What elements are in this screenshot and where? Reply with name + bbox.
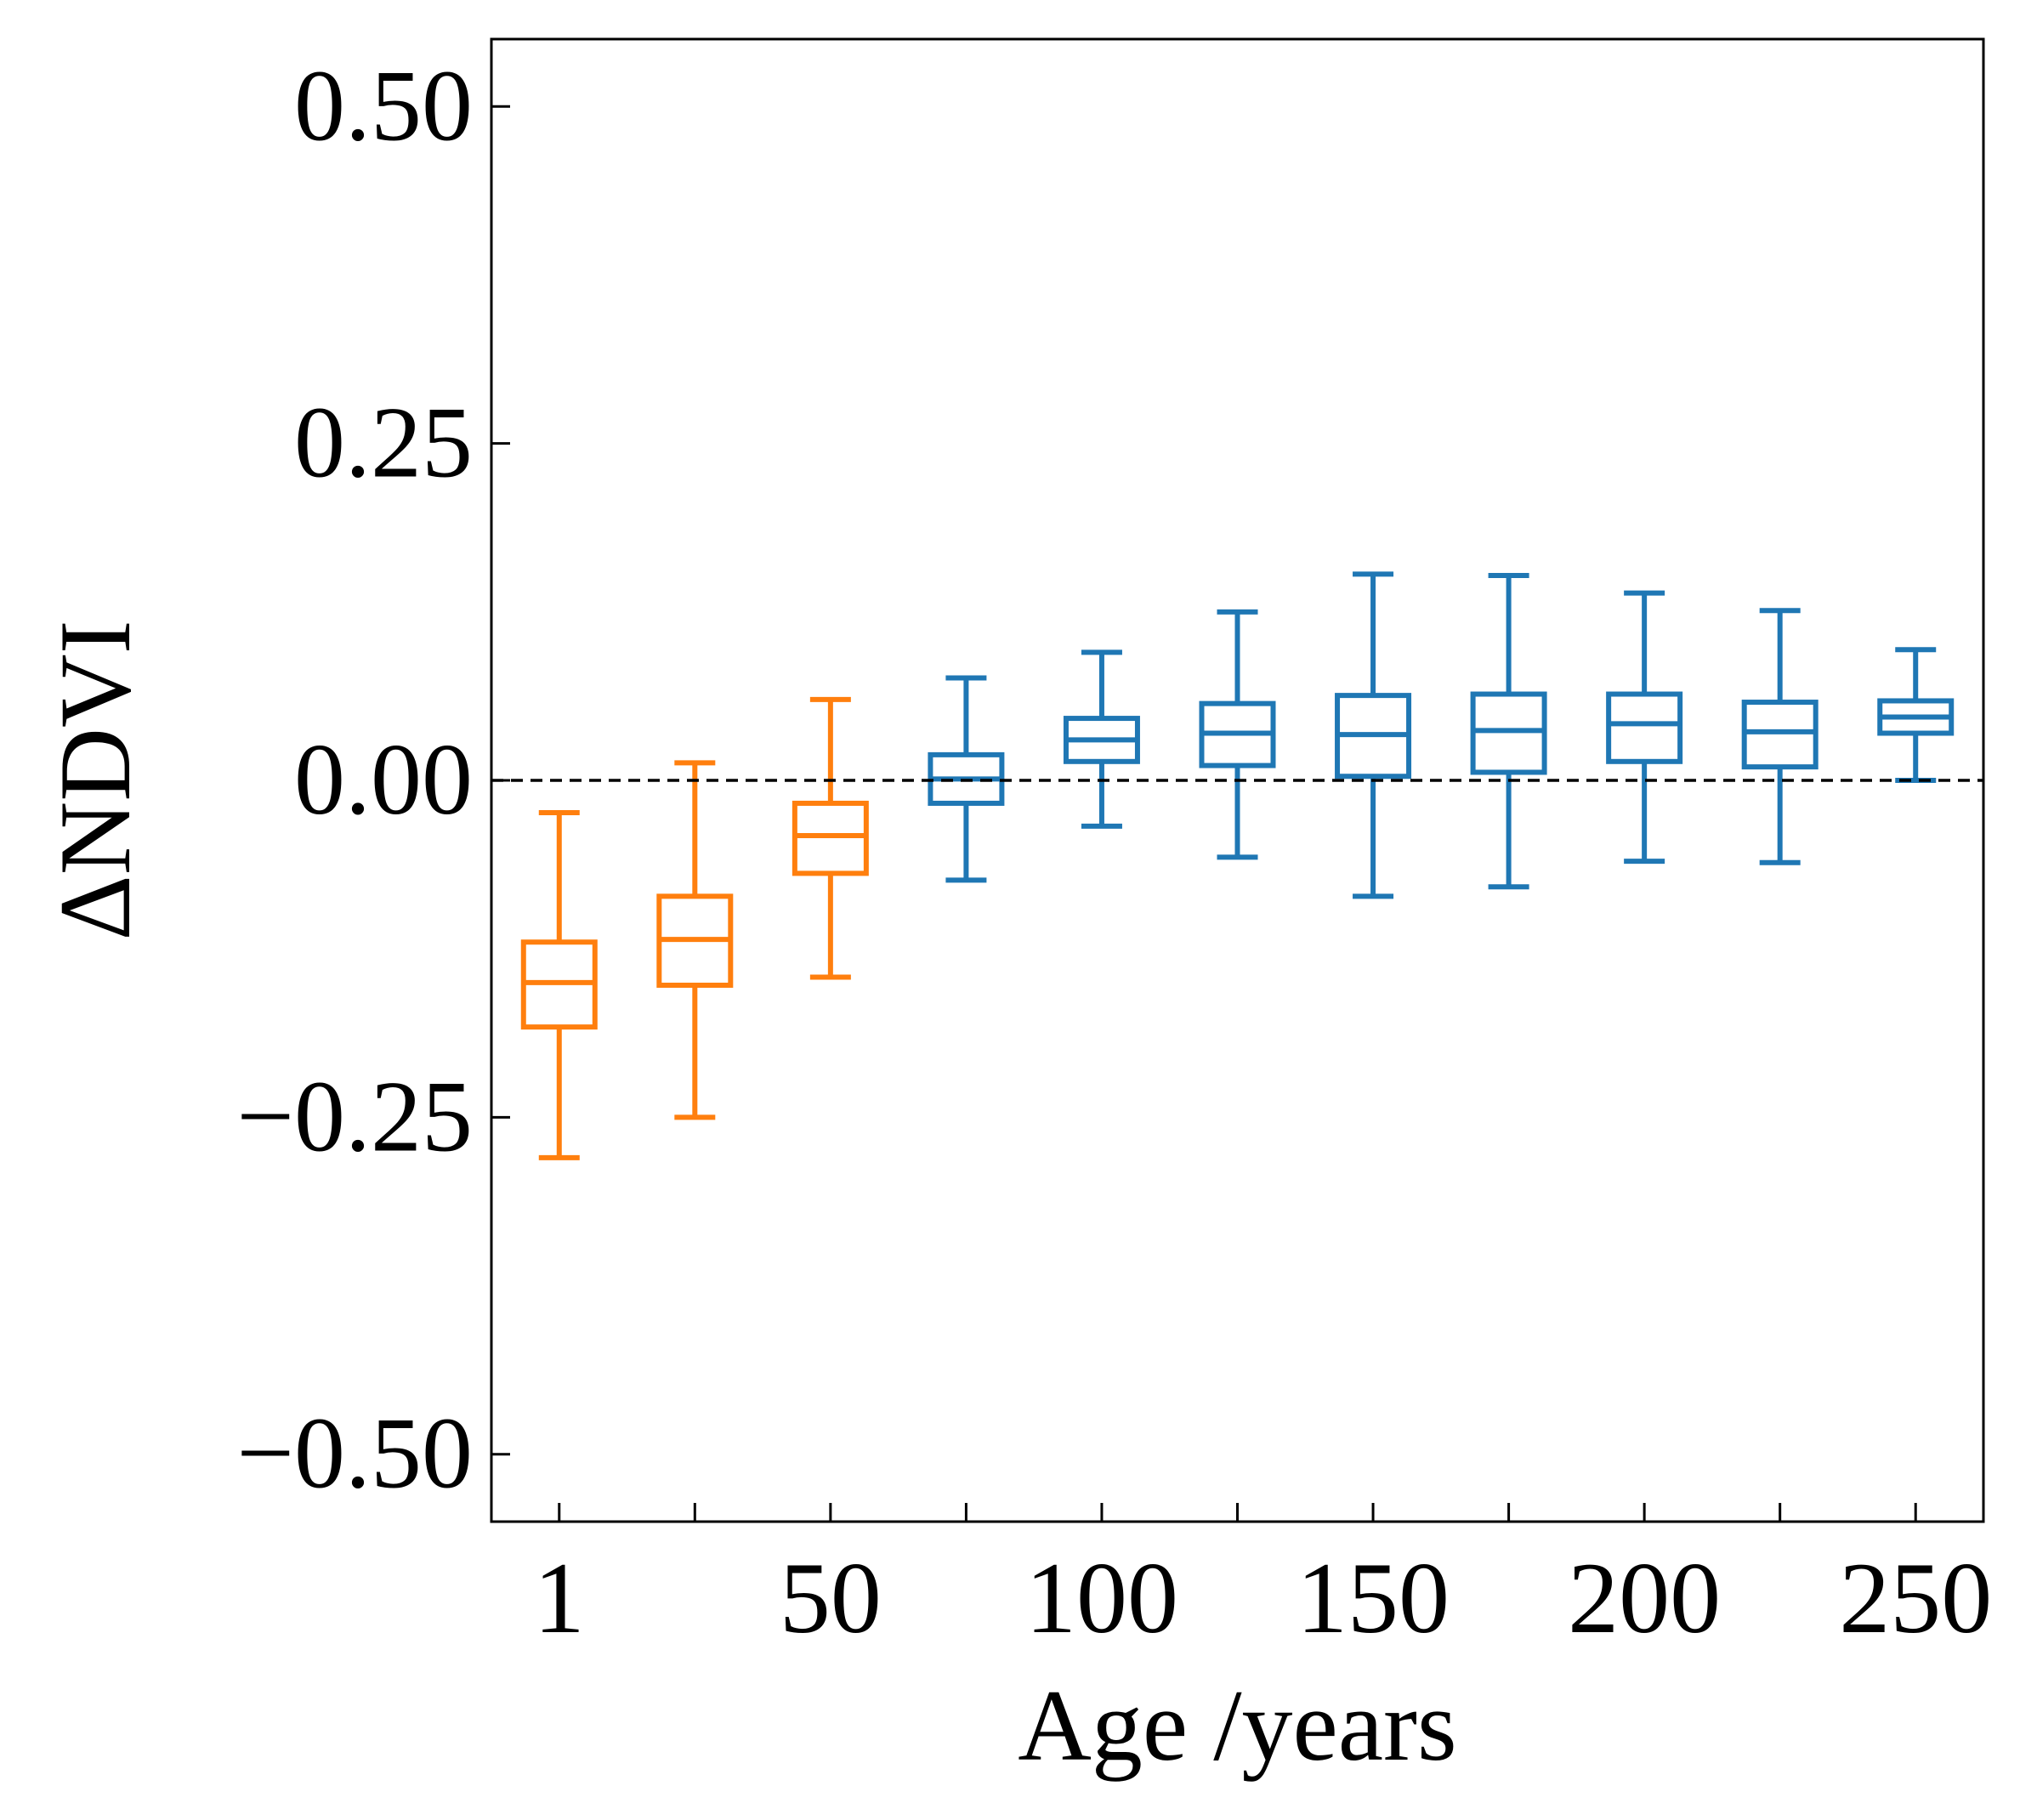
y-tick-label: 0.25 — [294, 386, 473, 499]
y-tick-label: −0.25 — [236, 1059, 473, 1172]
box-8 — [1606, 590, 1683, 865]
box-body — [1741, 700, 1819, 770]
box-1 — [656, 760, 734, 1120]
x-axis-label: Age /years — [1018, 1669, 1456, 1782]
x-tick-label: 250 — [1839, 1541, 1992, 1654]
x-axis: 1 50 100 150 200 250 — [534, 1503, 1992, 1654]
y-axis-label: ΔNDVI — [38, 620, 151, 940]
box-10 — [1877, 647, 1955, 783]
y-tick-label: 0.50 — [294, 48, 473, 162]
x-tick-label: 100 — [1025, 1541, 1178, 1654]
box-body — [792, 800, 869, 876]
box-6 — [1335, 571, 1412, 899]
boxes-layer — [520, 571, 1955, 1160]
box-7 — [1470, 573, 1547, 890]
x-tick-label: 50 — [780, 1541, 882, 1654]
box-4 — [1063, 649, 1140, 829]
y-tick-label: −0.50 — [236, 1397, 473, 1510]
y-axis: −0.50 −0.25 0.00 0.25 0.50 — [236, 48, 510, 1510]
y-tick-label: 0.00 — [294, 723, 473, 836]
x-tick-label: 1 — [534, 1541, 585, 1654]
box-body — [1606, 691, 1683, 764]
x-tick-label: 200 — [1568, 1541, 1721, 1654]
box-9 — [1741, 608, 1819, 865]
box-5 — [1199, 609, 1276, 860]
box-body — [1470, 691, 1547, 775]
box-0 — [520, 810, 598, 1160]
x-tick-label: 150 — [1297, 1541, 1450, 1654]
box-2 — [792, 696, 869, 980]
